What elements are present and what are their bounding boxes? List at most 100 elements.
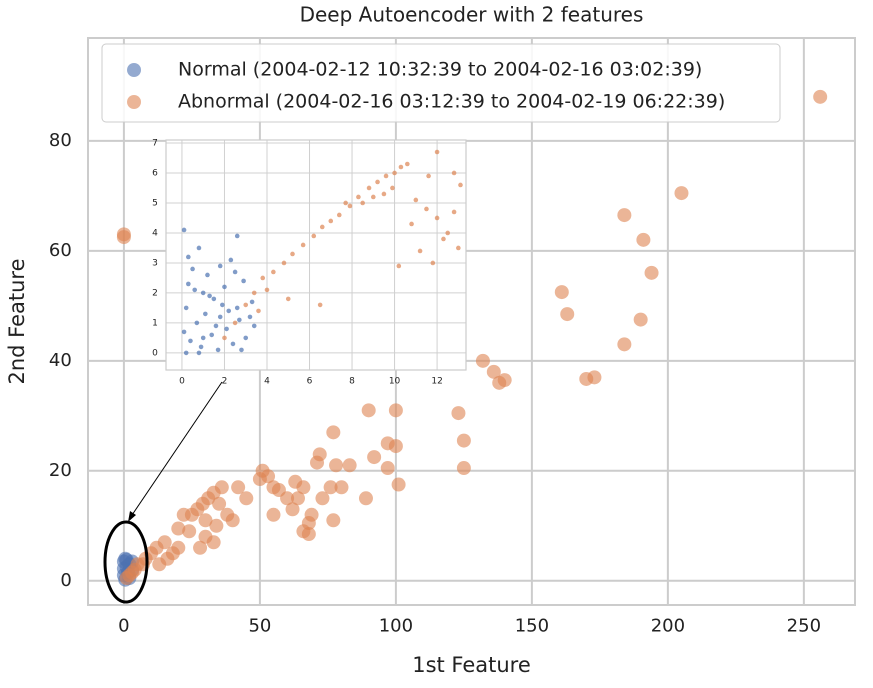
scatter-point [388,403,403,418]
scatter-point [300,242,306,248]
scatter-point [247,314,253,320]
scatter-point [198,513,213,528]
scatter-point [317,302,323,308]
highlight-ellipse [103,520,149,604]
scatter-point [239,347,244,353]
y-tick-label: 3 [152,258,158,268]
arrow-head [128,511,136,522]
scatter-point [260,275,266,281]
scatter-point [176,507,191,522]
scatter-point [392,170,397,176]
scatter-point [271,483,286,498]
scatter-point [203,311,208,317]
scatter-point [239,491,254,506]
scatter-point [225,513,240,528]
scatter-point [171,540,186,555]
scatter-point [160,551,175,566]
x-tick-label: 4 [264,376,270,386]
scatter-point [290,491,305,506]
scatter-point [396,263,402,269]
scatter-point [256,308,261,314]
scatter-point [213,323,219,329]
scatter-point [285,502,300,517]
scatter-point [375,179,380,185]
scatter-point [215,347,221,353]
scatter-point [451,406,466,421]
x-tick-label: 150 [515,616,549,637]
y-tick-label: 40 [49,350,72,371]
scatter-point [334,480,349,495]
scatter-point [211,296,217,302]
scatter-point [249,299,255,305]
scatter-point [388,439,403,454]
y-tick-label: 80 [49,130,72,151]
scatter-point [475,353,490,368]
scatter-point [251,290,257,296]
scatter-point [232,320,238,326]
scatter-point [281,260,287,266]
scatter-point [226,308,232,314]
scatter-point [617,208,632,223]
scatter-point [323,480,338,495]
scatter-point [196,350,202,356]
scatter-point [200,290,206,296]
scatter-point [326,425,341,440]
scatter-point [430,260,436,266]
scatter-point [186,281,191,287]
scatter-point [119,571,134,586]
x-tick-label: 100 [379,616,413,637]
scatter-point [181,227,187,233]
scatter-point [370,194,376,200]
scatter-point [413,197,419,203]
scatter-point [182,524,197,539]
scatter-point [188,338,193,344]
scatter-point [183,305,189,311]
y-tick-label: 6 [152,168,158,178]
scatter-point [445,230,451,236]
scatter-point [243,335,249,341]
scatter-point [458,182,463,188]
scatter-point [417,248,423,254]
scatter-point [200,335,206,341]
legend-box [101,43,781,123]
scatter-point [336,212,342,218]
x-axis-label: 1st Feature [412,653,531,677]
plot-frame [87,37,856,606]
scatter-point [171,521,186,536]
scatter-point [361,403,376,418]
scatter-point [434,149,440,155]
y-tick-label: 0 [60,570,71,591]
scatter-point [310,455,325,470]
scatter-point [288,474,303,489]
scatter-point [206,535,221,550]
scatter-point [181,329,187,335]
scatter-point [241,278,246,284]
scatter-point [186,254,191,260]
scatter-point [224,326,229,332]
scatter-point [617,337,632,352]
scatter-point [183,350,189,356]
legend-marker [127,95,141,109]
scatter-point [366,185,372,191]
scatter-point [633,312,648,327]
scatter-point [441,236,446,242]
scatter-point [116,230,131,245]
legend-marker [127,63,141,77]
scatter-point [234,233,240,239]
scatter-point [347,203,353,209]
x-tick-label: 0 [179,376,185,386]
scatter-point [290,251,295,257]
y-tick-label: 20 [49,460,72,481]
y-tick-label: 60 [49,240,72,261]
scatter-point [196,245,202,251]
scatter-point [326,513,341,528]
scatter-point [207,293,212,299]
scatter-point [252,472,267,487]
scatter-point [198,344,204,350]
scatter-point [329,458,344,473]
scatter-point [222,284,227,290]
scatter-point [451,209,457,215]
